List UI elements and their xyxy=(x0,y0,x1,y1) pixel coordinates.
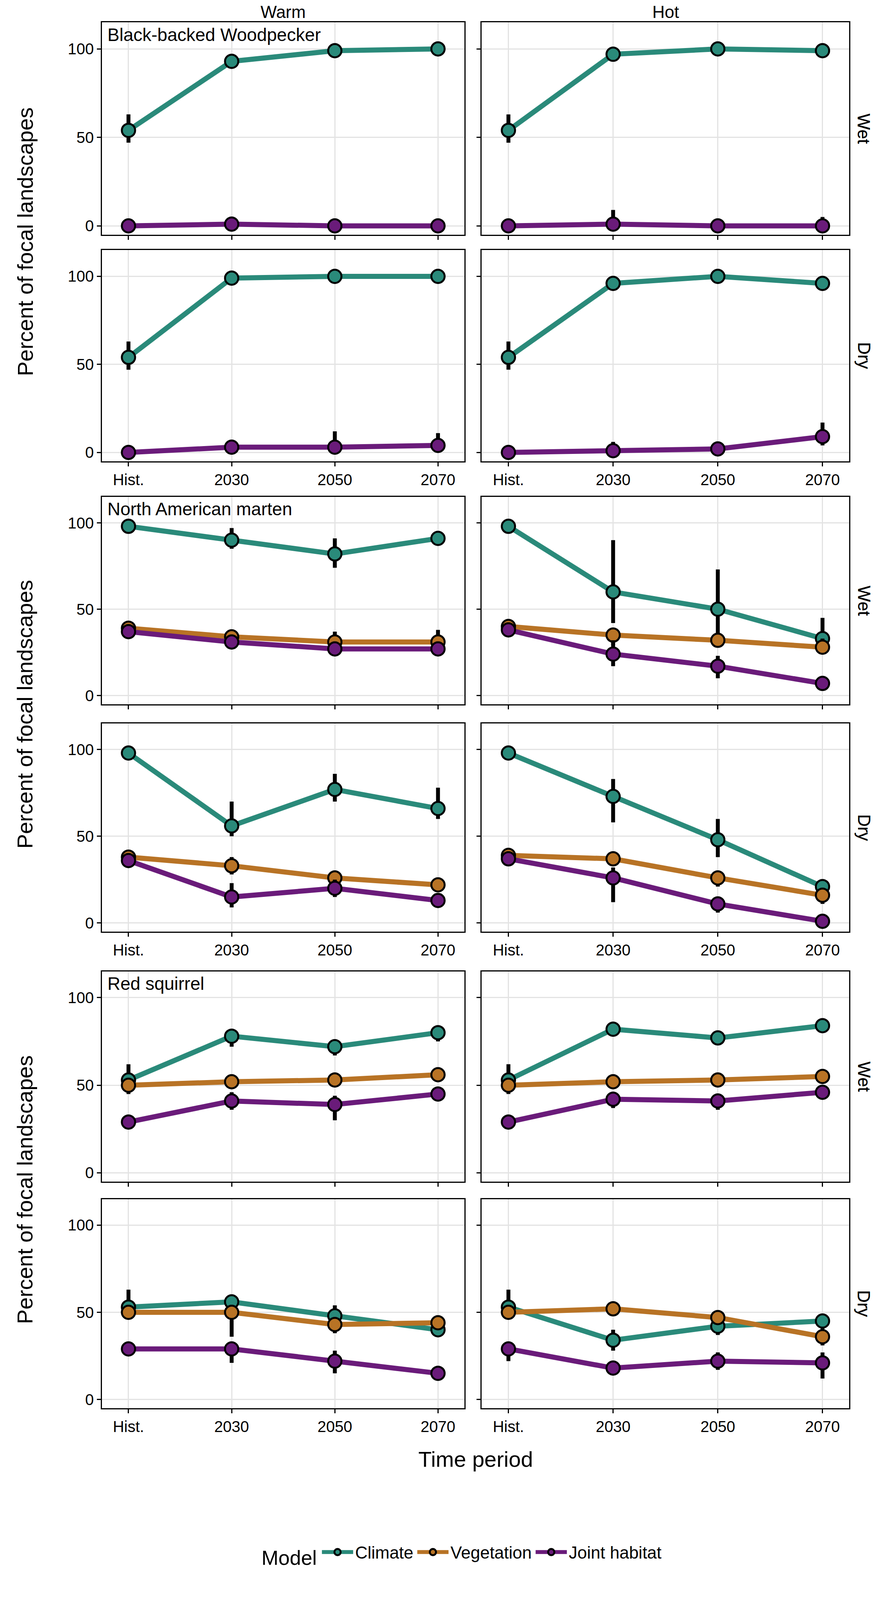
svg-text:Hist.: Hist. xyxy=(112,1417,145,1436)
svg-text:Dry: Dry xyxy=(854,814,874,841)
svg-text:2050: 2050 xyxy=(700,941,736,959)
svg-text:100: 100 xyxy=(67,988,95,1007)
svg-text:50: 50 xyxy=(76,128,95,147)
svg-text:North American marten: North American marten xyxy=(107,498,293,520)
svg-text:2030: 2030 xyxy=(595,1417,631,1436)
svg-text:Percent of focal landscapes: Percent of focal landscapes xyxy=(12,107,38,377)
svg-text:Wet: Wet xyxy=(854,1061,874,1092)
svg-text:Hist.: Hist. xyxy=(492,941,525,959)
svg-text:50: 50 xyxy=(76,827,95,845)
svg-text:100: 100 xyxy=(67,40,95,58)
svg-text:Wet: Wet xyxy=(854,113,874,144)
svg-text:Dry: Dry xyxy=(854,1290,874,1317)
svg-text:2070: 2070 xyxy=(420,941,456,959)
svg-text:Hist.: Hist. xyxy=(112,471,145,489)
svg-text:2030: 2030 xyxy=(214,471,250,489)
svg-text:Red squirrel: Red squirrel xyxy=(107,973,205,994)
svg-text:0: 0 xyxy=(85,914,94,932)
svg-text:Warm: Warm xyxy=(260,2,306,22)
svg-text:0: 0 xyxy=(85,1163,94,1182)
svg-text:2030: 2030 xyxy=(595,941,631,959)
svg-text:Joint habitat: Joint habitat xyxy=(568,1542,662,1562)
svg-text:50: 50 xyxy=(76,355,95,374)
svg-text:2050: 2050 xyxy=(317,941,353,959)
svg-text:2070: 2070 xyxy=(805,941,840,959)
svg-text:2050: 2050 xyxy=(317,1417,353,1436)
svg-text:Percent of focal landscapes: Percent of focal landscapes xyxy=(12,1055,38,1325)
svg-text:2030: 2030 xyxy=(214,1417,250,1436)
svg-text:0: 0 xyxy=(85,217,94,235)
svg-text:Model: Model xyxy=(261,1546,318,1569)
svg-text:2070: 2070 xyxy=(805,471,840,489)
svg-text:Dry: Dry xyxy=(854,342,874,369)
svg-text:Wet: Wet xyxy=(854,585,874,616)
svg-text:Wet: Wet xyxy=(854,1061,874,1092)
svg-text:0: 0 xyxy=(85,443,94,461)
svg-text:2070: 2070 xyxy=(420,1417,456,1436)
svg-text:Black-backed Woodpecker: Black-backed Woodpecker xyxy=(107,24,321,45)
svg-text:2030: 2030 xyxy=(214,941,250,959)
svg-text:Climate: Climate xyxy=(355,1542,414,1562)
svg-text:2030: 2030 xyxy=(595,471,631,489)
svg-text:100: 100 xyxy=(67,267,95,285)
svg-text:2070: 2070 xyxy=(420,471,456,489)
svg-text:Hot: Hot xyxy=(652,2,679,22)
svg-text:50: 50 xyxy=(76,1303,95,1322)
svg-text:2050: 2050 xyxy=(700,1417,736,1436)
svg-text:Vegetation: Vegetation xyxy=(450,1542,532,1562)
svg-text:50: 50 xyxy=(76,1076,95,1094)
svg-text:100: 100 xyxy=(67,740,95,759)
svg-text:Dry: Dry xyxy=(854,342,874,369)
svg-text:Wet: Wet xyxy=(854,113,874,144)
svg-text:2050: 2050 xyxy=(317,471,353,489)
svg-text:Time period: Time period xyxy=(418,1446,534,1472)
svg-text:Dry: Dry xyxy=(854,1290,874,1317)
svg-text:Percent of focal landscapes: Percent of focal landscapes xyxy=(12,579,38,849)
svg-text:0: 0 xyxy=(85,1390,94,1409)
svg-text:Dry: Dry xyxy=(854,814,874,841)
svg-text:Hist.: Hist. xyxy=(492,471,525,489)
svg-text:100: 100 xyxy=(67,514,95,532)
svg-text:Hist.: Hist. xyxy=(492,1417,525,1436)
svg-text:2070: 2070 xyxy=(805,1417,840,1436)
svg-text:Wet: Wet xyxy=(854,585,874,616)
svg-text:100: 100 xyxy=(67,1216,95,1234)
svg-text:50: 50 xyxy=(76,600,95,618)
svg-text:2050: 2050 xyxy=(700,471,736,489)
svg-text:0: 0 xyxy=(85,687,94,705)
svg-text:Hist.: Hist. xyxy=(112,941,145,959)
